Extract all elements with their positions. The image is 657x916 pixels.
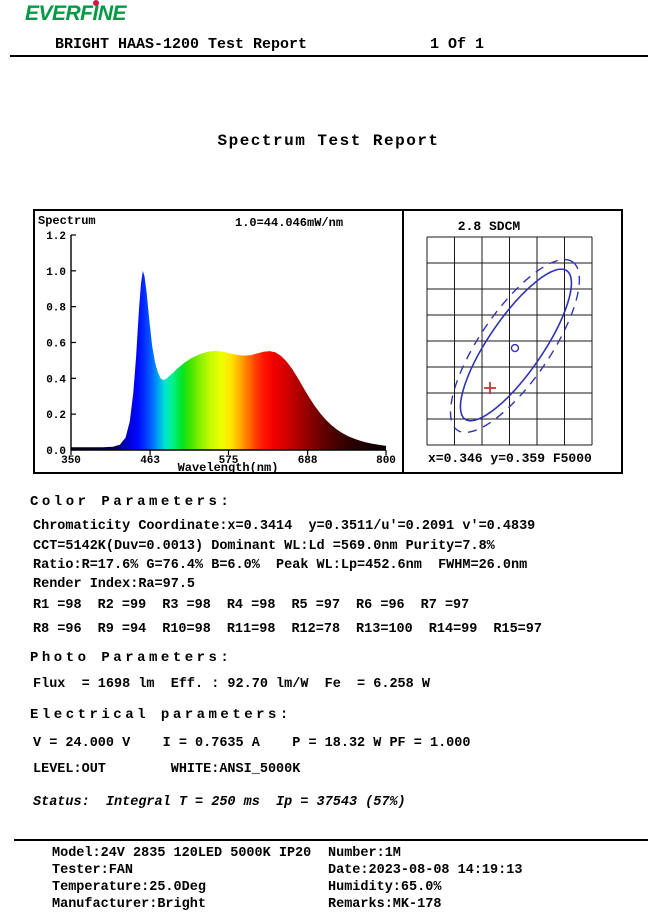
cct-line: CCT=5142K(Duv=0.0013) Dominant WL:Ld =56… [33, 539, 495, 554]
footer-humidity: Humidity:65.0% [328, 880, 442, 895]
sdcm-chart: 2.8 SDCM x=0.346 y=0.359 F5000 [426, 219, 593, 466]
footer-model: Model:24V 2835 120LED 5000K IP20 [52, 846, 312, 861]
cri-r14: R14=99 [428, 622, 478, 637]
level-white-line: LEVEL:OUT WHITE:ANSI_5000K [33, 762, 301, 777]
cri-r1: R1 =98 [33, 598, 82, 613]
cri-row-2: R8 =96 R9 =94 R10=98 R11=98 R12=78 R13=1… [33, 622, 542, 637]
electrical-parameters-heading: Electrical parameters: [30, 707, 292, 723]
color-parameters-heading: Color Parameters: [30, 494, 233, 510]
svg-text:800: 800 [376, 455, 396, 467]
svg-text:0.6: 0.6 [46, 339, 66, 351]
cri-r10: R10=98 [162, 622, 211, 637]
spectrum-panel: 0.0 0.2 0.4 0.6 0.8 1.0 1.2 350 463 575 688 800 Spec… [35, 211, 402, 475]
sdcm-panel: 2.8 SDCM x=0.346 y=0.359 F5000 [402, 211, 622, 472]
status-line: Status: Integral T = 250 ms Ip = 37543 (… [33, 795, 406, 810]
wavelength-axis-label: Wavelength(nm) [178, 461, 279, 472]
cri-r8: R8 =96 [33, 622, 82, 637]
footer-number: Number:1M [328, 846, 401, 861]
cri-r15: R15=97 [493, 622, 542, 637]
cri-row-1: R1 =98 R2 =99 R3 =98 R4 =98 R5 =97 R6 =9… [33, 598, 469, 613]
charts-panel: 0.0 0.2 0.4 0.6 0.8 1.0 1.2 350 463 575 688 800 Spec… [33, 209, 623, 475]
svg-text:0.8: 0.8 [46, 303, 66, 315]
svg-text:0.0: 0.0 [46, 446, 66, 458]
photo-parameters-heading: Photo Parameters: [30, 650, 233, 666]
svg-text:350: 350 [61, 455, 81, 467]
cri-r7: R7 =97 [420, 598, 470, 613]
render-index-line: Render Index:Ra=97.5 [33, 577, 196, 592]
footer-tester: Tester:FAN [52, 863, 134, 878]
sdcm-title: 2.8 SDCM [458, 219, 521, 234]
spectrum-chart-title: Spectrum [38, 214, 96, 228]
report-title: Spectrum Test Report [217, 132, 440, 150]
svg-text:463: 463 [140, 455, 160, 467]
cri-r4: R4 =98 [226, 598, 276, 613]
cri-r6: R6 =96 [356, 598, 405, 613]
cri-r13: R13=100 [356, 622, 413, 637]
cri-r3: R3 =98 [162, 598, 211, 613]
logo-dot-icon [93, 0, 99, 6]
page-number: 1 Of 1 [430, 36, 485, 53]
footer-temperature: Temperature:25.0Deg [52, 880, 206, 895]
flux-line: Flux = 1698 lm Eff. : 92.70 lm/W Fe = 6.… [33, 677, 430, 692]
cri-r11: R11=98 [226, 622, 276, 637]
footer-remarks: Remarks:MK-178 [328, 897, 442, 912]
spectrum-scale-annotation: 1.0=44.046mW/nm [235, 216, 343, 230]
cri-r5: R5 =97 [291, 598, 341, 613]
vip-line: V = 24.000 V I = 0.7635 A P = 18.32 W PF… [33, 736, 471, 751]
svg-text:688: 688 [298, 455, 318, 467]
chromaticity-line: Chromaticity Coordinate:x=0.3414 y=0.351… [33, 519, 536, 534]
spectrum-chart: 0.0 0.2 0.4 0.6 0.8 1.0 1.2 350 463 575 688 800 Spec… [38, 214, 396, 475]
cri-r12: R12=78 [291, 622, 341, 637]
cri-r2: R2 =99 [97, 598, 147, 613]
document-title: BRIGHT HAAS-1200 Test Report [55, 36, 308, 53]
svg-text:575: 575 [219, 455, 239, 467]
svg-text:0.2: 0.2 [46, 410, 66, 422]
svg-text:1.2: 1.2 [46, 231, 66, 243]
svg-text:0.4: 0.4 [46, 374, 66, 386]
everfine-logo: EVERFINE [25, 2, 127, 25]
sdcm-coordinates-caption: x=0.346 y=0.359 F5000 [428, 451, 592, 466]
svg-text:1.0: 1.0 [46, 267, 66, 279]
header-rule [10, 55, 648, 57]
cri-r9: R9 =94 [97, 622, 147, 637]
footer-manufacturer: Manufacturer:Bright [52, 897, 206, 912]
footer-date: Date:2023-08-08 14:19:13 [328, 863, 523, 878]
ratio-line: Ratio:R=17.6% G=76.4% B=6.0% Peak WL:Lp=… [33, 558, 528, 573]
footer-rule [14, 839, 648, 841]
measured-point-marker [510, 343, 520, 353]
